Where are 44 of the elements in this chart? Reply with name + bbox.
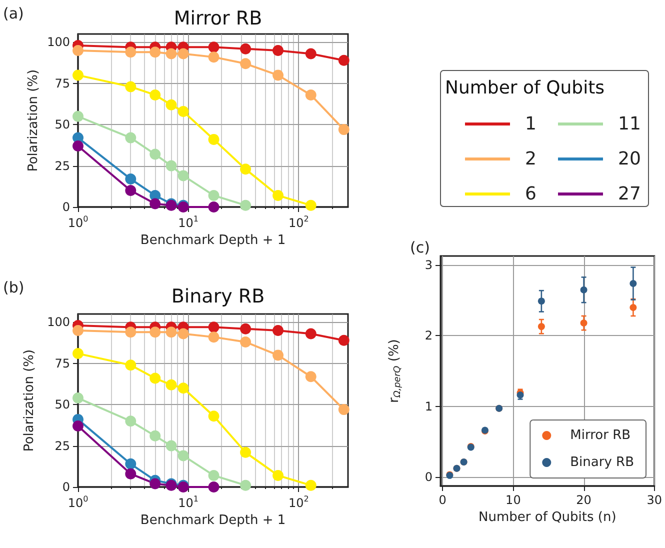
y-tick-label: 100 — [47, 315, 70, 330]
legend-label: 27 — [618, 184, 641, 204]
legend-label: 11 — [618, 114, 641, 134]
legend-label: 1 — [525, 114, 536, 134]
point — [630, 304, 637, 311]
x-tick-label: 10 — [506, 493, 521, 507]
point — [538, 298, 545, 305]
legend-label: Mirror RB — [570, 428, 631, 443]
y-tick-label: 3 — [424, 258, 432, 272]
legend-label: 6 — [525, 184, 536, 204]
x-axis-title: Benchmark Depth + 1 — [140, 512, 286, 528]
y-tick-label: 75 — [54, 356, 70, 370]
legend-title: Number of Qubits — [445, 78, 605, 98]
point — [538, 323, 545, 330]
y-tick-label: 1 — [424, 399, 432, 414]
y-axis-title: rΩ,perQ (%) — [387, 339, 403, 403]
y-tick-label: 25 — [54, 158, 70, 173]
x-tick-label: 30 — [646, 493, 662, 507]
chart-title: Binary RB — [171, 286, 265, 308]
y-tick-label: 25 — [54, 438, 70, 453]
chart-title: Mirror RB — [174, 8, 262, 30]
text: (c) — [410, 238, 430, 256]
y-tick-label: 0 — [424, 470, 432, 484]
y-tick-label: 0 — [62, 480, 70, 494]
y-tick-label: 2 — [424, 328, 432, 343]
text: (a) — [3, 4, 24, 22]
y-tick-label: 50 — [54, 118, 70, 132]
legend-label: 20 — [618, 148, 641, 170]
y-tick-label: 0 — [62, 200, 70, 214]
x-tick-label: 20 — [576, 493, 592, 507]
point — [630, 280, 637, 288]
y-axis-title: Polarization (%) — [26, 69, 41, 172]
point — [580, 286, 588, 294]
x-axis-title: Number of Qubits (n) — [478, 510, 616, 525]
y-axis-title: Polarization (%) — [22, 349, 38, 452]
point — [580, 320, 588, 327]
x-tick-label: 0 — [438, 493, 446, 507]
legend-label: Binary RB — [570, 455, 634, 470]
text: (b) — [3, 278, 24, 296]
legend-label: 2 — [525, 148, 536, 170]
y-tick-label: 100 — [47, 35, 70, 50]
y-tick-label: 50 — [54, 398, 70, 412]
x-axis-title: Benchmark Depth + 1 — [140, 232, 286, 248]
y-tick-label: 75 — [54, 76, 70, 90]
